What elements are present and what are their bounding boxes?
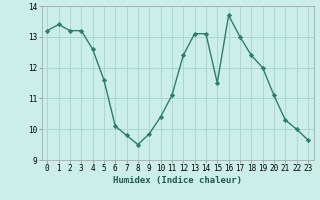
X-axis label: Humidex (Indice chaleur): Humidex (Indice chaleur) bbox=[113, 176, 242, 185]
